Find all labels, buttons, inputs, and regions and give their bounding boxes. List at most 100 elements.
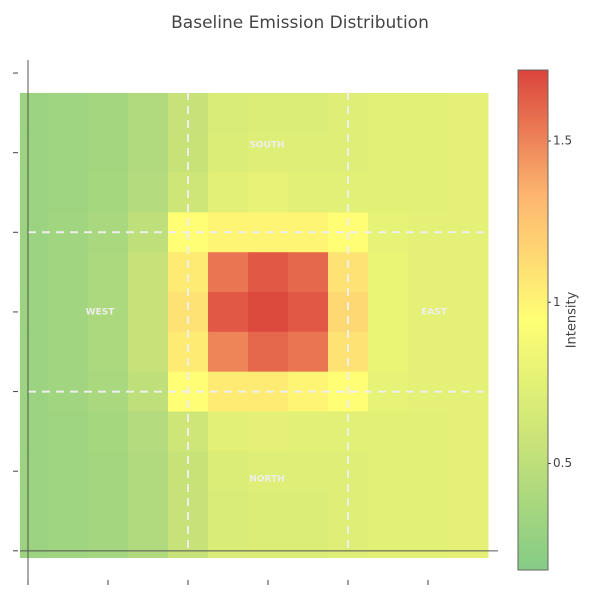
heat-cell — [208, 451, 249, 492]
heat-cell — [288, 530, 329, 558]
heat-cell — [248, 252, 289, 293]
heat-cell — [368, 212, 409, 253]
region-label: WEST — [86, 308, 116, 318]
heat-cell — [248, 530, 289, 558]
heat-cell — [88, 92, 129, 134]
heat-cell — [128, 292, 169, 333]
heat-cell — [128, 451, 169, 492]
heat-cell — [88, 331, 129, 373]
heat-cell — [248, 331, 289, 373]
heat-cell — [48, 530, 89, 558]
heat-cell — [408, 292, 449, 333]
heat-cell — [448, 132, 489, 174]
heat-cell — [208, 252, 249, 293]
chart-title: Baseline Emission Distribution — [171, 13, 429, 33]
heat-cell — [368, 172, 409, 213]
heat-cell — [128, 92, 169, 134]
heat-cell — [368, 411, 409, 452]
region-label: SOUTH — [249, 141, 284, 151]
heat-cell — [408, 451, 449, 492]
heat-cell — [48, 132, 89, 174]
heat-cell — [208, 172, 249, 213]
heat-cell — [288, 132, 329, 174]
heat-cell — [20, 451, 49, 492]
heat-cell — [368, 132, 409, 174]
heat-cell — [88, 292, 129, 333]
heat-cell — [368, 252, 409, 293]
heatmap — [20, 92, 489, 558]
heat-cell — [408, 212, 449, 253]
heat-cell — [248, 132, 289, 174]
heat-cell — [88, 212, 129, 253]
heat-cell — [368, 331, 409, 373]
heat-cell — [48, 491, 89, 532]
heat-cell — [20, 411, 49, 452]
heat-cell — [20, 252, 49, 293]
colorbar-tick-label: 1 — [553, 295, 561, 309]
heat-cell — [48, 331, 89, 373]
heat-cell — [48, 212, 89, 253]
heat-cell — [88, 411, 129, 452]
heat-cell — [448, 530, 489, 558]
heat-cell — [288, 252, 329, 293]
colorbar — [517, 69, 549, 571]
heat-cell — [128, 132, 169, 174]
heat-cell — [448, 451, 489, 492]
colorbar-tick-label: 0.5 — [553, 456, 572, 470]
heat-cell — [48, 451, 89, 492]
heat-cell — [88, 371, 129, 412]
heat-cell — [208, 331, 249, 373]
heat-cell — [20, 132, 49, 174]
heat-cell — [408, 411, 449, 452]
heat-cell — [208, 411, 249, 452]
heat-cell — [448, 252, 489, 293]
heat-cell — [248, 411, 289, 452]
heat-cell — [208, 530, 249, 558]
heat-cell — [208, 491, 249, 532]
heat-cell — [368, 491, 409, 532]
heat-cell — [408, 92, 449, 134]
heat-cell — [128, 252, 169, 293]
heat-cell — [288, 491, 329, 532]
heat-cell — [128, 172, 169, 213]
heat-cell — [128, 411, 169, 452]
heat-cell — [248, 491, 289, 532]
heat-cell — [288, 292, 329, 333]
heat-cell — [408, 252, 449, 293]
heat-cell — [368, 451, 409, 492]
heat-cell — [128, 491, 169, 532]
heat-cell — [20, 292, 49, 333]
heat-cell — [368, 530, 409, 558]
colorbar-title: Intensity — [565, 291, 580, 348]
heat-cell — [88, 491, 129, 532]
heat-cell — [128, 331, 169, 373]
heat-cell — [448, 491, 489, 532]
heat-cell — [368, 292, 409, 333]
heat-cell — [448, 92, 489, 134]
heat-cell — [88, 530, 129, 558]
heat-cell — [208, 292, 249, 333]
heat-cell — [128, 371, 169, 412]
heat-cell — [288, 451, 329, 492]
heat-cell — [408, 371, 449, 412]
heat-cell — [20, 172, 49, 213]
heat-cell — [48, 292, 89, 333]
heat-cell — [248, 92, 289, 134]
heat-cell — [48, 172, 89, 213]
heat-cell — [168, 292, 209, 333]
heat-cell — [408, 132, 449, 174]
heat-cell — [328, 292, 369, 333]
heat-cell — [288, 331, 329, 373]
heat-cell — [328, 252, 369, 293]
heat-cell — [248, 292, 289, 333]
heat-cell — [168, 491, 209, 532]
heat-cell — [448, 331, 489, 373]
heat-cell — [368, 92, 409, 134]
heat-cell — [288, 411, 329, 452]
heat-cell — [248, 172, 289, 213]
heat-cell — [448, 172, 489, 213]
heat-cell — [88, 132, 129, 174]
heat-cell — [128, 530, 169, 558]
heat-cell — [408, 491, 449, 532]
